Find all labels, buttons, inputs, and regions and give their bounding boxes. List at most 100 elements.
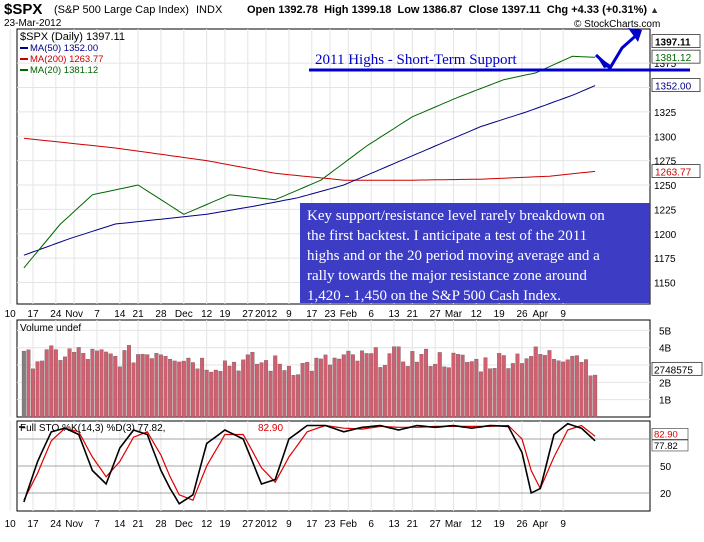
volume-bar bbox=[378, 367, 383, 418]
volume-bar bbox=[355, 360, 360, 418]
volume-bar bbox=[565, 359, 570, 418]
price-axis-tick: 1300 bbox=[654, 132, 677, 143]
volume-bar bbox=[488, 368, 493, 418]
x-axis-tick: 6 bbox=[368, 309, 374, 320]
volume-bar bbox=[268, 370, 273, 418]
x-axis-tick: 12 bbox=[471, 309, 483, 320]
volume-bar bbox=[190, 362, 195, 418]
volume-bar bbox=[90, 348, 95, 418]
ma20-line bbox=[23, 55, 596, 269]
volume-bar bbox=[186, 357, 191, 418]
volume-bar bbox=[76, 347, 81, 418]
x-axis-tick: 24 bbox=[50, 519, 62, 530]
volume-marker-label: 2748575 bbox=[654, 365, 693, 376]
x-axis-tick: 9 bbox=[286, 309, 292, 320]
symbol-label: $SPX bbox=[4, 1, 43, 18]
price-marker-box bbox=[651, 49, 701, 64]
volume-bar bbox=[561, 361, 566, 418]
volume-bar bbox=[556, 360, 561, 418]
volume-bar bbox=[428, 366, 433, 418]
arrow-head-icon bbox=[628, 28, 642, 42]
sto-k-line bbox=[23, 422, 596, 505]
volume-bar bbox=[593, 374, 598, 418]
x-axis-tick: 9 bbox=[286, 519, 292, 530]
note-line: rally towards the major resistance zone … bbox=[307, 268, 587, 284]
volume-bar bbox=[506, 368, 511, 418]
price-axis-tick: 1275 bbox=[654, 157, 677, 168]
volume-bar bbox=[108, 353, 113, 418]
price-marker-label: 1381.12 bbox=[655, 53, 692, 64]
price-axis-tick: 1200 bbox=[654, 230, 677, 241]
volume-bar bbox=[181, 360, 186, 418]
x-axis-tick: 13 bbox=[388, 309, 400, 320]
x-axis-tick: 10 bbox=[5, 309, 17, 320]
volume-title: Volume undef bbox=[20, 323, 81, 334]
x-axis-tick: 27 bbox=[430, 309, 442, 320]
volume-bar bbox=[547, 350, 552, 418]
volume-bar bbox=[387, 353, 392, 418]
note-line: 1,420 - 1,450 on the S&P 500 Cash Index. bbox=[307, 288, 562, 304]
x-axis-tick: 2012 bbox=[255, 309, 278, 320]
x-axis-tick: 10 bbox=[5, 519, 17, 530]
x-axis-tick: 7 bbox=[94, 309, 100, 320]
volume-axis-tick: 4B bbox=[659, 344, 672, 355]
volume-bar bbox=[209, 371, 214, 418]
x-axis-tick: 14 bbox=[114, 309, 126, 320]
volume-bar bbox=[405, 366, 410, 418]
ma200-line bbox=[23, 137, 596, 181]
volume-bar bbox=[53, 349, 58, 418]
legend-entry: MA(50) 1352.00 bbox=[30, 43, 98, 54]
note-line: the first backtest. I anticipate a test … bbox=[307, 228, 588, 244]
close-label: Close bbox=[468, 4, 499, 16]
volume-bar bbox=[396, 346, 401, 418]
x-axis-tick: 12 bbox=[471, 519, 483, 530]
volume-bar bbox=[222, 360, 227, 418]
x-axis-tick: 12 bbox=[201, 519, 213, 530]
sto-axis-tick: 50 bbox=[660, 462, 672, 473]
x-axis-tick: 26 bbox=[516, 309, 528, 320]
x-axis-tick: 21 bbox=[133, 519, 145, 530]
price-marker-label: 1352.00 bbox=[655, 82, 692, 93]
chg-value: +4.33 (+0.31%) bbox=[571, 4, 648, 16]
price-marker-label: 1397.11 bbox=[655, 38, 691, 49]
x-axis-tick: 28 bbox=[155, 519, 167, 530]
note-background bbox=[300, 203, 650, 303]
volume-bar bbox=[154, 353, 159, 418]
volume-bar bbox=[446, 367, 451, 418]
ma50-line bbox=[23, 85, 596, 256]
x-axis-tick: 13 bbox=[388, 519, 400, 530]
volume-bar bbox=[232, 361, 237, 418]
x-axis-tick: 28 bbox=[155, 309, 167, 320]
volume-bar bbox=[218, 371, 223, 418]
volume-bar bbox=[31, 368, 35, 418]
volume-bar bbox=[264, 360, 269, 418]
x-axis-tick: 19 bbox=[219, 519, 231, 530]
x-axis-tick: 21 bbox=[407, 519, 419, 530]
volume-bar bbox=[538, 354, 543, 418]
volume-bar bbox=[410, 351, 415, 418]
note-line: Key support/resistance level rarely brea… bbox=[307, 208, 605, 224]
volume-bar bbox=[328, 364, 333, 418]
volume-bar bbox=[113, 355, 118, 418]
x-axis-tick: 21 bbox=[133, 309, 145, 320]
x-axis-tick: 12 bbox=[201, 309, 213, 320]
x-axis-tick: Mar bbox=[445, 309, 463, 320]
price-axis-tick: 1250 bbox=[654, 181, 677, 192]
x-axis-tick: 19 bbox=[494, 519, 506, 530]
price-axis-tick: 1175 bbox=[654, 254, 676, 265]
x-axis-tick: 17 bbox=[306, 309, 318, 320]
volume-bar bbox=[131, 362, 136, 418]
volume-bar bbox=[149, 358, 154, 418]
volume-bar bbox=[341, 354, 346, 418]
volume-bar bbox=[40, 360, 45, 418]
x-axis-tick: 21 bbox=[407, 309, 419, 320]
volume-bar bbox=[437, 352, 442, 418]
x-axis-tick: Apr bbox=[533, 309, 549, 320]
sto-title: Full STO %K(14,3) %D(3) 77.82, bbox=[20, 423, 165, 434]
volume-bar bbox=[524, 358, 529, 418]
sto-d-value: 82.90 bbox=[258, 423, 283, 434]
date-label: 23-Mar-2012 bbox=[4, 18, 62, 29]
volume-bar bbox=[236, 370, 241, 418]
volume-bar bbox=[579, 362, 584, 418]
volume-bar bbox=[574, 355, 579, 418]
